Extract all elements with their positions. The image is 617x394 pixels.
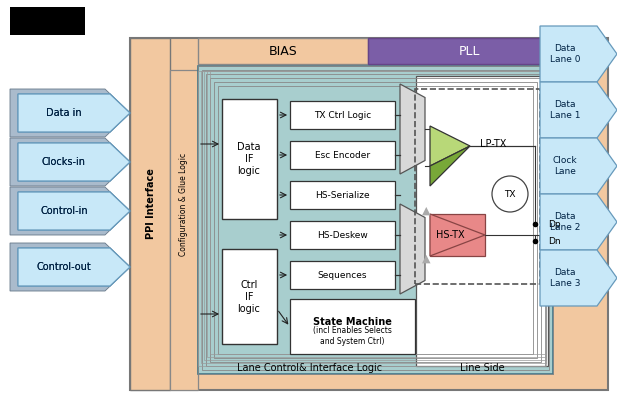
Polygon shape bbox=[540, 250, 617, 306]
FancyBboxPatch shape bbox=[198, 38, 368, 64]
Text: Data in: Data in bbox=[46, 108, 82, 118]
Polygon shape bbox=[18, 248, 130, 286]
Polygon shape bbox=[540, 82, 617, 138]
Text: Control-in: Control-in bbox=[40, 206, 88, 216]
Text: Data
Lane 2: Data Lane 2 bbox=[550, 212, 580, 232]
Text: Configuration & Glue Logic: Configuration & Glue Logic bbox=[180, 152, 189, 256]
Text: Data in: Data in bbox=[46, 108, 82, 118]
Polygon shape bbox=[430, 214, 485, 256]
Polygon shape bbox=[430, 146, 470, 186]
Polygon shape bbox=[18, 143, 130, 181]
FancyBboxPatch shape bbox=[222, 249, 277, 344]
Text: PLL: PLL bbox=[459, 45, 481, 58]
FancyBboxPatch shape bbox=[290, 221, 395, 249]
Text: HS-Deskew: HS-Deskew bbox=[317, 230, 368, 240]
Polygon shape bbox=[10, 243, 130, 291]
Text: State Machine: State Machine bbox=[313, 317, 391, 327]
FancyBboxPatch shape bbox=[290, 101, 395, 129]
Polygon shape bbox=[18, 192, 130, 230]
Polygon shape bbox=[540, 26, 617, 82]
Polygon shape bbox=[10, 89, 130, 137]
Polygon shape bbox=[10, 138, 130, 186]
Polygon shape bbox=[18, 143, 130, 181]
FancyBboxPatch shape bbox=[10, 7, 85, 35]
Text: Dp: Dp bbox=[548, 219, 561, 229]
FancyBboxPatch shape bbox=[430, 214, 485, 256]
FancyBboxPatch shape bbox=[130, 38, 170, 390]
Text: Control-in: Control-in bbox=[40, 206, 88, 216]
Text: ▲: ▲ bbox=[422, 206, 430, 216]
Text: Dn: Dn bbox=[548, 236, 561, 245]
Text: Data
Lane 0: Data Lane 0 bbox=[550, 44, 580, 64]
Text: Data
Lane 3: Data Lane 3 bbox=[550, 268, 580, 288]
Polygon shape bbox=[400, 204, 425, 294]
Text: Esc Encoder: Esc Encoder bbox=[315, 151, 370, 160]
Polygon shape bbox=[430, 126, 470, 166]
Text: Line Side: Line Side bbox=[460, 363, 504, 373]
Polygon shape bbox=[18, 192, 130, 230]
Text: HS-Serialize: HS-Serialize bbox=[315, 191, 370, 199]
Text: Lane Control& Interface Logic: Lane Control& Interface Logic bbox=[238, 363, 383, 373]
Text: (incl Enables Selects
and System Ctrl): (incl Enables Selects and System Ctrl) bbox=[313, 326, 391, 346]
FancyBboxPatch shape bbox=[368, 38, 573, 64]
Text: Data
Lane 1: Data Lane 1 bbox=[550, 100, 580, 120]
FancyBboxPatch shape bbox=[416, 76, 548, 366]
FancyBboxPatch shape bbox=[290, 141, 395, 169]
FancyBboxPatch shape bbox=[290, 299, 415, 354]
FancyBboxPatch shape bbox=[198, 66, 553, 374]
Text: TX: TX bbox=[504, 190, 516, 199]
Text: Clock
Lane: Clock Lane bbox=[553, 156, 578, 176]
FancyBboxPatch shape bbox=[130, 38, 608, 390]
Circle shape bbox=[492, 176, 528, 212]
FancyBboxPatch shape bbox=[290, 181, 395, 209]
Polygon shape bbox=[540, 138, 617, 194]
Text: LP-TX: LP-TX bbox=[480, 139, 507, 149]
Text: Clocks-in: Clocks-in bbox=[42, 157, 86, 167]
Polygon shape bbox=[540, 194, 617, 250]
Text: HS-TX: HS-TX bbox=[436, 230, 465, 240]
Text: Ctrl
IF
logic: Ctrl IF logic bbox=[238, 281, 260, 314]
FancyBboxPatch shape bbox=[290, 261, 395, 289]
Text: BIAS: BIAS bbox=[268, 45, 297, 58]
FancyBboxPatch shape bbox=[170, 70, 198, 390]
FancyBboxPatch shape bbox=[222, 99, 277, 219]
Text: TX Ctrl Logic: TX Ctrl Logic bbox=[314, 110, 371, 119]
Polygon shape bbox=[18, 248, 130, 286]
Polygon shape bbox=[400, 84, 425, 174]
Polygon shape bbox=[10, 187, 130, 235]
Bar bbox=[415, 89, 540, 284]
Text: ▲: ▲ bbox=[422, 254, 430, 264]
Polygon shape bbox=[18, 94, 130, 132]
Text: Control-out: Control-out bbox=[36, 262, 91, 272]
Text: Sequences: Sequences bbox=[318, 271, 367, 279]
Polygon shape bbox=[18, 94, 130, 132]
Text: PPI Interface: PPI Interface bbox=[146, 169, 156, 240]
Text: Control-out: Control-out bbox=[36, 262, 91, 272]
Text: Clocks-in: Clocks-in bbox=[42, 157, 86, 167]
Text: Data
IF
logic: Data IF logic bbox=[238, 142, 261, 176]
